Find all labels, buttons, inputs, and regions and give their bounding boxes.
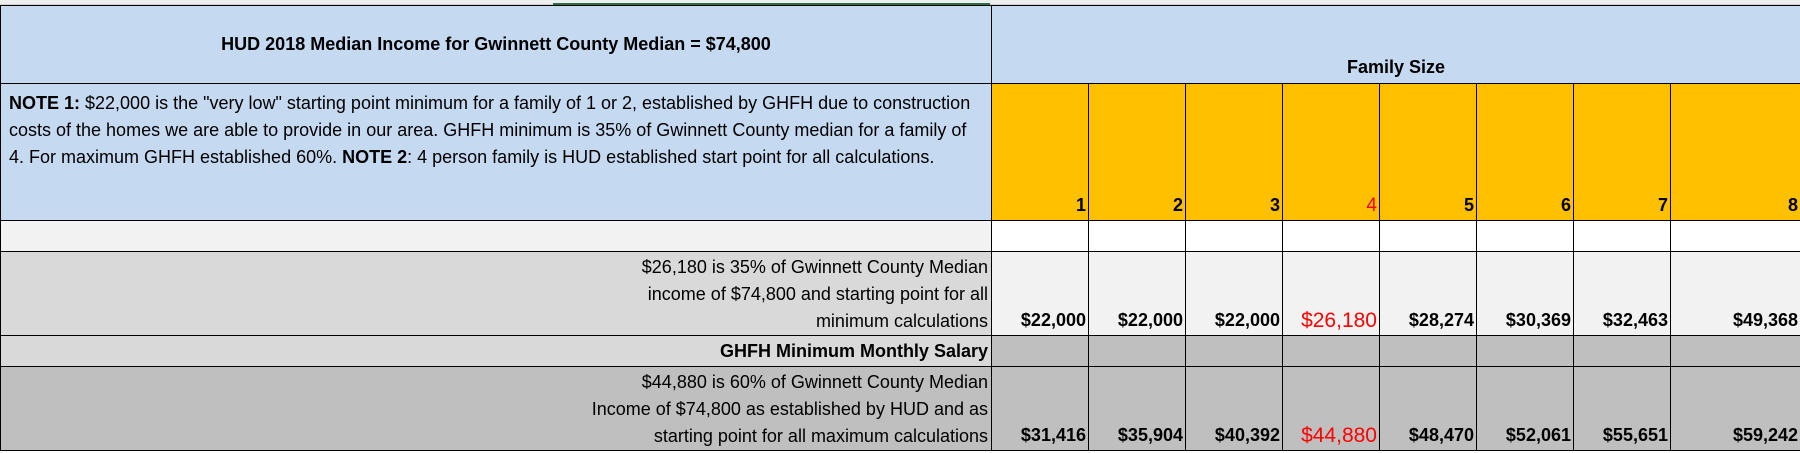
monthly-salary-cell[interactable] <box>1088 335 1186 367</box>
maximum-value-4[interactable]: $44,880 <box>1282 366 1380 451</box>
minimum-value-8[interactable]: $49,368 <box>1669 251 1800 336</box>
family-size-header[interactable]: Family Size <box>990 5 1800 84</box>
blank-cell[interactable] <box>1185 220 1283 252</box>
note2-label: NOTE 2 <box>342 147 408 167</box>
monthly-salary-cell[interactable] <box>1476 335 1574 367</box>
table-title[interactable]: HUD 2018 Median Income for Gwinnett Coun… <box>0 5 992 84</box>
monthly-salary-cell[interactable] <box>1282 335 1380 367</box>
maximum-value-6[interactable]: $52,061 <box>1476 366 1574 451</box>
maximum-value-2[interactable]: $35,904 <box>1088 366 1186 451</box>
monthly-salary-cell[interactable] <box>1573 335 1671 367</box>
minimum-value-1[interactable]: $22,000 <box>991 251 1089 336</box>
blank-cell[interactable] <box>1088 220 1186 252</box>
minimum-value-3[interactable]: $22,000 <box>1185 251 1283 336</box>
family-size-6[interactable]: 6 <box>1476 83 1574 221</box>
family-size-2[interactable]: 2 <box>1088 83 1186 221</box>
maximum-value-8[interactable]: $59,242 <box>1669 366 1800 451</box>
monthly-salary-cell[interactable] <box>991 335 1089 367</box>
minimum-value-7[interactable]: $32,463 <box>1573 251 1671 336</box>
monthly-salary-label[interactable]: GHFH Minimum Monthly Salary <box>0 335 992 367</box>
minimum-description[interactable]: $26,180 is 35% of Gwinnett County Median… <box>0 251 992 336</box>
family-size-8[interactable]: 8 <box>1669 83 1800 221</box>
income-table: HUD 2018 Median Income for Gwinnett Coun… <box>0 5 1800 451</box>
monthly-salary-cell[interactable] <box>1185 335 1283 367</box>
blank-cell[interactable] <box>1379 220 1477 252</box>
blank-cell[interactable] <box>0 220 992 252</box>
maximum-value-1[interactable]: $31,416 <box>991 366 1089 451</box>
minimum-value-4[interactable]: $26,180 <box>1282 251 1380 336</box>
monthly-salary-cell[interactable] <box>1669 335 1800 367</box>
note1-text: $22,000 is the "very low" starting point… <box>9 93 971 167</box>
minimum-value-6[interactable]: $30,369 <box>1476 251 1574 336</box>
family-size-4[interactable]: 4 <box>1282 83 1380 221</box>
family-size-3[interactable]: 3 <box>1185 83 1283 221</box>
monthly-salary-cell[interactable] <box>1379 335 1477 367</box>
blank-cell[interactable] <box>1573 220 1671 252</box>
column-header-strip <box>0 0 1800 5</box>
note1-label: NOTE 1: <box>9 93 81 113</box>
minimum-value-2[interactable]: $22,000 <box>1088 251 1186 336</box>
maximum-value-5[interactable]: $48,470 <box>1379 366 1477 451</box>
family-size-1[interactable]: 1 <box>991 83 1089 221</box>
minimum-value-5[interactable]: $28,274 <box>1379 251 1477 336</box>
family-size-7[interactable]: 7 <box>1573 83 1671 221</box>
maximum-value-3[interactable]: $40,392 <box>1185 366 1283 451</box>
blank-cell[interactable] <box>1476 220 1574 252</box>
family-size-5[interactable]: 5 <box>1379 83 1477 221</box>
blank-cell[interactable] <box>1669 220 1800 252</box>
note-cell[interactable]: NOTE 1: $22,000 is the "very low" starti… <box>0 83 992 221</box>
maximum-value-7[interactable]: $55,651 <box>1573 366 1671 451</box>
note2-text: : 4 person family is HUD established sta… <box>407 147 935 167</box>
blank-cell[interactable] <box>991 220 1089 252</box>
blank-cell[interactable] <box>1282 220 1380 252</box>
selection-indicator <box>553 3 990 5</box>
maximum-description[interactable]: $44,880 is 60% of Gwinnett County Median… <box>0 366 992 451</box>
